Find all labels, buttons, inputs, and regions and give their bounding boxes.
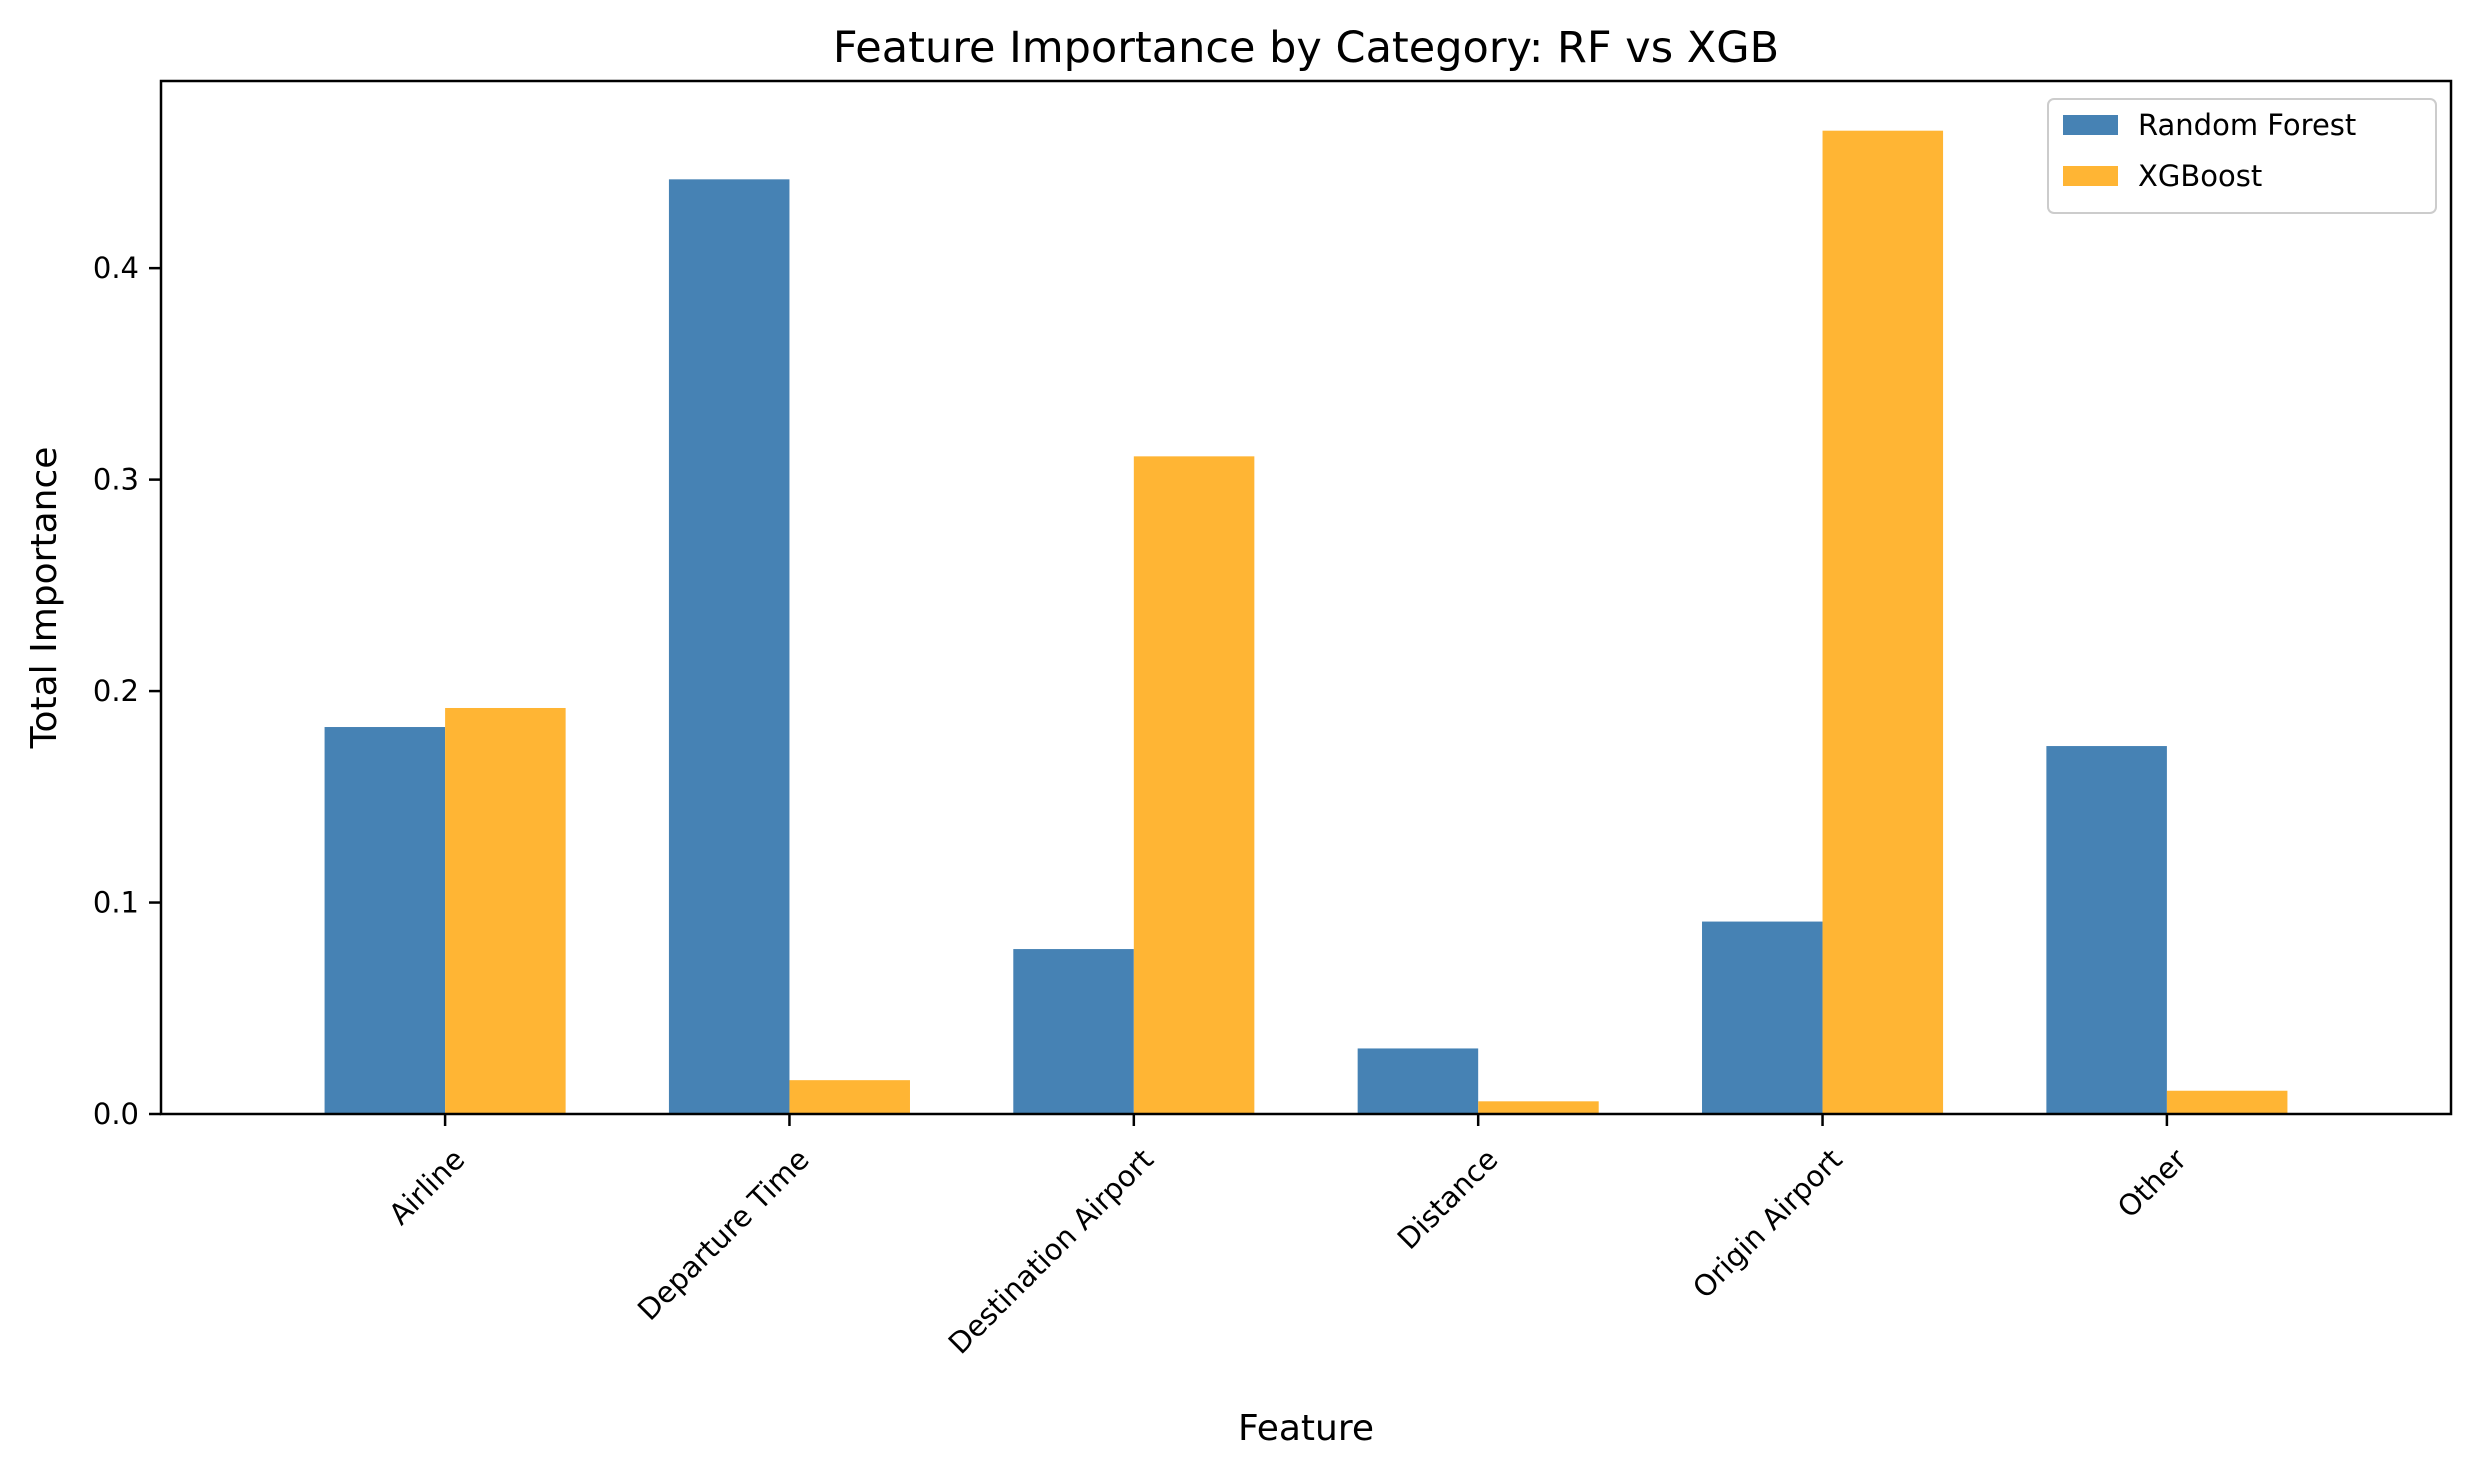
x-axis-title: Feature xyxy=(1238,1408,1374,1449)
legend-label-xgboost: XGBoost xyxy=(2138,159,2262,193)
y-tick-label: 0.3 xyxy=(93,463,139,497)
legend-label-random-forest: Random Forest xyxy=(2138,108,2356,142)
bar-random-forest-3 xyxy=(1357,1048,1479,1114)
bar-xgboost-3 xyxy=(1478,1101,1599,1114)
bar-xgboost-0 xyxy=(445,707,566,1114)
bar-xgboost-5 xyxy=(2166,1090,2288,1114)
chart-title: Feature Importance by Category: RF vs XG… xyxy=(833,23,1779,73)
bar-random-forest-5 xyxy=(2046,746,2167,1114)
y-axis-title: Total Importance xyxy=(24,447,65,750)
legend-swatch-random-forest xyxy=(2063,115,2118,135)
bar-xgboost-1 xyxy=(789,1080,910,1114)
bar-random-forest-2 xyxy=(1013,949,1134,1114)
bar-random-forest-0 xyxy=(324,727,446,1114)
y-tick-label: 0.4 xyxy=(93,251,139,285)
legend: Random Forest XGBoost xyxy=(2047,98,2437,214)
y-tick-label: 0.0 xyxy=(93,1097,139,1131)
y-axis: 0.0 0.1 0.2 0.3 0.4 xyxy=(93,251,161,1131)
bar-xgboost-4 xyxy=(1822,130,1944,1114)
bar-random-forest-4 xyxy=(1702,921,1823,1114)
y-tick-label: 0.1 xyxy=(93,886,139,920)
bars-group xyxy=(324,130,2288,1115)
legend-swatch-xgboost xyxy=(2063,166,2118,186)
legend-box xyxy=(2047,98,2437,214)
plot-area-frame xyxy=(159,79,2453,1116)
y-tick-label: 0.2 xyxy=(93,674,139,708)
bar-random-forest-1 xyxy=(668,179,790,1115)
bar-xgboost-2 xyxy=(1133,456,1255,1114)
